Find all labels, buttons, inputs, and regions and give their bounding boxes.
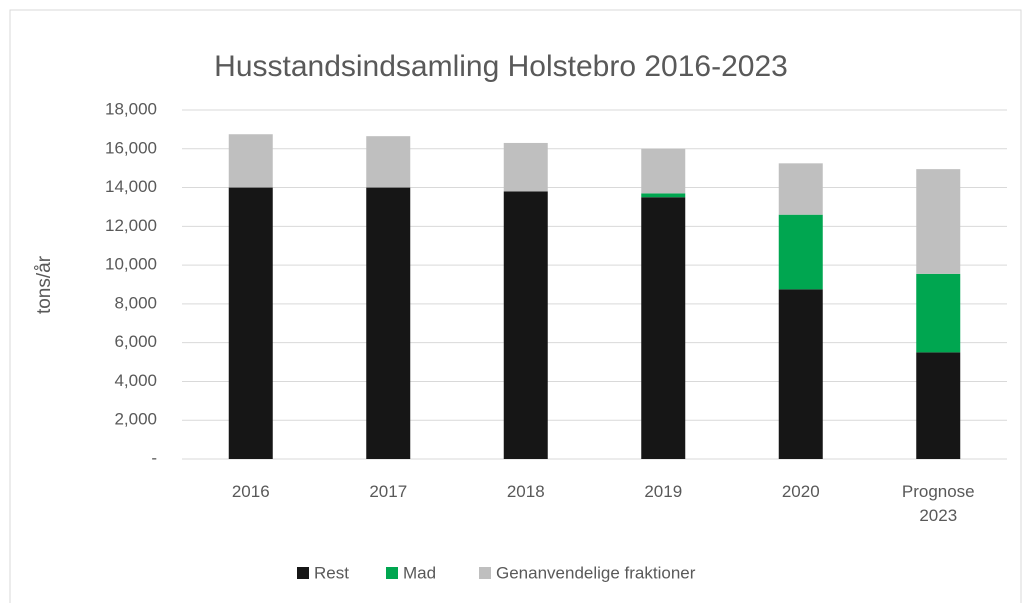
bar-segment: [228, 187, 273, 460]
x-tick-label: 2016: [231, 482, 270, 501]
x-tick-label: 2018: [506, 482, 545, 501]
y-axis-label: tons/år: [34, 255, 55, 314]
y-tick-label: 2,000: [114, 410, 157, 429]
legend-label: Mad: [403, 563, 436, 582]
chart-title: Husstandsindsamling Holstebro 2016-2023: [214, 50, 788, 83]
legend-swatch: [297, 567, 309, 579]
bar-segment: [228, 134, 273, 188]
x-tick-label: Prognose 2023: [901, 482, 975, 525]
y-tick-label: 16,000: [105, 138, 157, 157]
y-tick-label: 12,000: [105, 216, 157, 235]
legend-label: Rest: [314, 563, 349, 582]
bar-segment: [641, 193, 686, 198]
bar-segment: [916, 169, 961, 274]
legend-swatch: [386, 567, 398, 579]
y-tick-label: 4,000: [114, 371, 157, 390]
x-tick-label: 2017: [369, 482, 408, 501]
bar-segment: [778, 214, 823, 290]
bar-segment: [503, 191, 548, 459]
y-tick-label: 6,000: [114, 332, 157, 351]
bar-segment: [641, 197, 686, 459]
bar-segment: [366, 136, 411, 188]
x-tick-label: 2019: [644, 482, 683, 501]
legend-label: Genanvendelige fraktioner: [496, 563, 696, 582]
y-tick-label: -: [151, 448, 157, 467]
legend-swatch: [479, 567, 491, 579]
bar-segment: [916, 352, 961, 459]
bar-segment: [778, 163, 823, 215]
y-tick-label: 8,000: [114, 293, 157, 312]
y-tick-label: 10,000: [105, 255, 157, 274]
bar-segment: [778, 289, 823, 459]
bar-segment: [916, 273, 961, 353]
bar-segment: [366, 187, 411, 460]
x-tick-label: 2020: [781, 482, 820, 501]
bar-segment: [641, 148, 686, 194]
y-tick-label: 18,000: [105, 99, 157, 118]
bar-segment: [503, 142, 548, 192]
y-tick-label: 14,000: [105, 177, 157, 196]
